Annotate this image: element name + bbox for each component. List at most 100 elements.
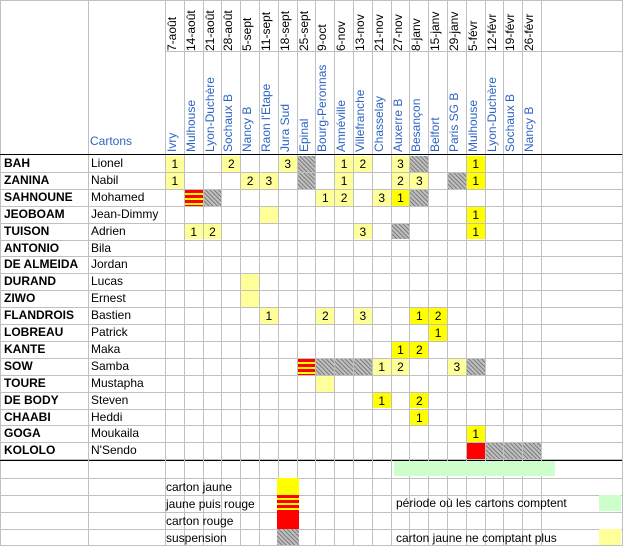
grid-line — [541, 459, 542, 546]
card-mark-yellow: 3 — [391, 156, 410, 172]
grid-line — [221, 0, 222, 460]
grid-line — [334, 0, 335, 460]
card-mark-yellow-strong: 1 — [466, 223, 485, 240]
date-header: 6-nov — [334, 20, 349, 51]
date-header: 5-févr — [465, 20, 480, 51]
player-surname: GOGA — [4, 426, 41, 441]
date-header: 5-sept — [240, 17, 255, 51]
date-header: 13-nov — [353, 14, 367, 51]
player-surname: LOBREAU — [4, 325, 64, 339]
card-mark-yellow-strong: 1 — [391, 189, 410, 206]
grid-line — [203, 459, 204, 546]
player-surname: JEOBOAM — [4, 206, 65, 221]
grid-line — [503, 0, 504, 460]
card-mark-yellow: 2 — [222, 156, 241, 172]
grid-line — [0, 172, 622, 173]
grid-line — [165, 0, 166, 460]
grid-line — [428, 0, 429, 460]
legend-swatch-suspension — [277, 529, 299, 545]
player-surname: FLANDROIS — [4, 308, 74, 323]
card-mark-suspension — [504, 443, 523, 460]
date-header: 9-oct — [315, 24, 330, 51]
grid-line — [391, 0, 392, 460]
card-mark-yellow-strong: 1 — [391, 341, 410, 358]
card-mark-suspension — [466, 358, 485, 375]
player-firstname: Jordan — [91, 257, 128, 272]
opponent-header: Sochaux B — [221, 93, 236, 152]
opponent-header: Nancy B — [240, 106, 255, 152]
card-mark-yellow: 3 — [448, 358, 466, 375]
player-surname: KANTE — [4, 341, 46, 356]
grid-line — [485, 459, 486, 546]
card-mark-yellow: 1 — [372, 358, 391, 375]
card-mark-yellow-strong: 2 — [410, 392, 429, 409]
card-mark-suspension — [316, 358, 335, 375]
card-mark-yellow: 2 — [391, 172, 410, 189]
grid-line — [240, 0, 241, 460]
grid-line — [184, 0, 185, 460]
card-mark-yellow: 3 — [354, 223, 372, 240]
card-mark-yellow: 1 — [260, 308, 278, 324]
card-mark-yellow: 2 — [354, 156, 372, 172]
date-header: 15-janv — [428, 11, 443, 51]
opponent-header: Paris SG B — [447, 92, 461, 152]
legend-swatch-yellow-then-red — [277, 495, 299, 512]
card-mark-yellow-strong: 1 — [429, 325, 447, 341]
grid-line — [0, 512, 622, 513]
opponent-header: Belfort — [428, 117, 443, 152]
grid-line — [165, 51, 622, 52]
card-mark-yellow: 3 — [278, 156, 297, 172]
date-header: 19-févr — [503, 13, 518, 51]
card-mark-yellow: 2 — [335, 189, 353, 206]
card-mark-yellow-red — [297, 358, 316, 375]
date-header: 8-janv — [409, 18, 424, 51]
opponent-header: Mulhouse — [183, 99, 198, 152]
legend-swatch-red-card — [277, 512, 299, 529]
player-firstname: Bila — [91, 240, 112, 255]
grid-line — [466, 459, 467, 546]
grid-line — [0, 290, 622, 291]
card-mark-yellow-strong: 2 — [429, 308, 447, 324]
grid-line — [0, 460, 622, 461]
grid-line — [203, 0, 204, 460]
player-firstname: Lionel — [91, 156, 124, 170]
player-firstname: Nabil — [91, 172, 119, 187]
grid-line — [0, 324, 622, 325]
opponent-header: Raon l'Etape — [259, 83, 273, 152]
grid-line — [0, 273, 622, 274]
card-mark-suspension — [203, 189, 222, 206]
grid-line — [0, 425, 622, 426]
grid-line — [0, 409, 622, 410]
grid-line — [0, 206, 622, 207]
date-header: 14-août — [183, 10, 198, 51]
grid-line — [297, 0, 298, 460]
player-surname: DURAND — [4, 274, 56, 289]
card-mark-suspension — [391, 223, 410, 240]
player-firstname: Lucas — [91, 274, 124, 289]
opponent-header: Mulhouse — [465, 99, 480, 152]
grid-line — [466, 0, 467, 460]
grid-line — [0, 375, 622, 376]
card-mark-yellow: 1 — [184, 223, 203, 240]
legend-label-yellow-no-count: carton jaune ne comptant plus — [396, 531, 557, 545]
card-mark-yellow-strong: 1 — [410, 409, 429, 426]
grid-line — [0, 392, 622, 393]
grid-line — [522, 459, 523, 546]
grid-line — [0, 223, 622, 224]
card-mark-suspension — [297, 172, 316, 189]
grid-line — [0, 256, 622, 257]
card-mark-yellow-strong: 1 — [466, 206, 485, 223]
legend-label-yellow-card: carton jaune — [166, 480, 233, 494]
grid-line — [0, 154, 622, 155]
player-surname: SOW — [4, 358, 33, 373]
card-mark-suspension — [354, 358, 372, 375]
grid-line — [0, 478, 622, 479]
card-mark-yellow: 3 — [372, 189, 391, 206]
player-surname: DE BODY — [4, 392, 59, 407]
player-surname: ANTONIO — [4, 240, 60, 255]
grid-line — [240, 459, 241, 546]
grid-line — [353, 0, 354, 460]
card-mark-yellow-strong: 1 — [410, 308, 429, 324]
grid-line — [447, 459, 448, 546]
